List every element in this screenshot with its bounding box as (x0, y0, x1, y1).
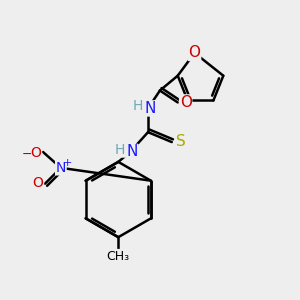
Text: O: O (180, 95, 192, 110)
Text: O: O (31, 146, 41, 160)
Text: S: S (176, 134, 186, 148)
Text: H: H (133, 99, 143, 113)
Text: +: + (63, 158, 73, 168)
Text: O: O (33, 176, 44, 190)
Text: O: O (189, 45, 201, 60)
Text: CH₃: CH₃ (107, 250, 130, 262)
Text: H: H (115, 143, 125, 157)
Text: N: N (56, 161, 66, 175)
Text: N: N (144, 101, 156, 116)
Text: N: N (127, 145, 138, 160)
Text: −: − (22, 148, 32, 160)
